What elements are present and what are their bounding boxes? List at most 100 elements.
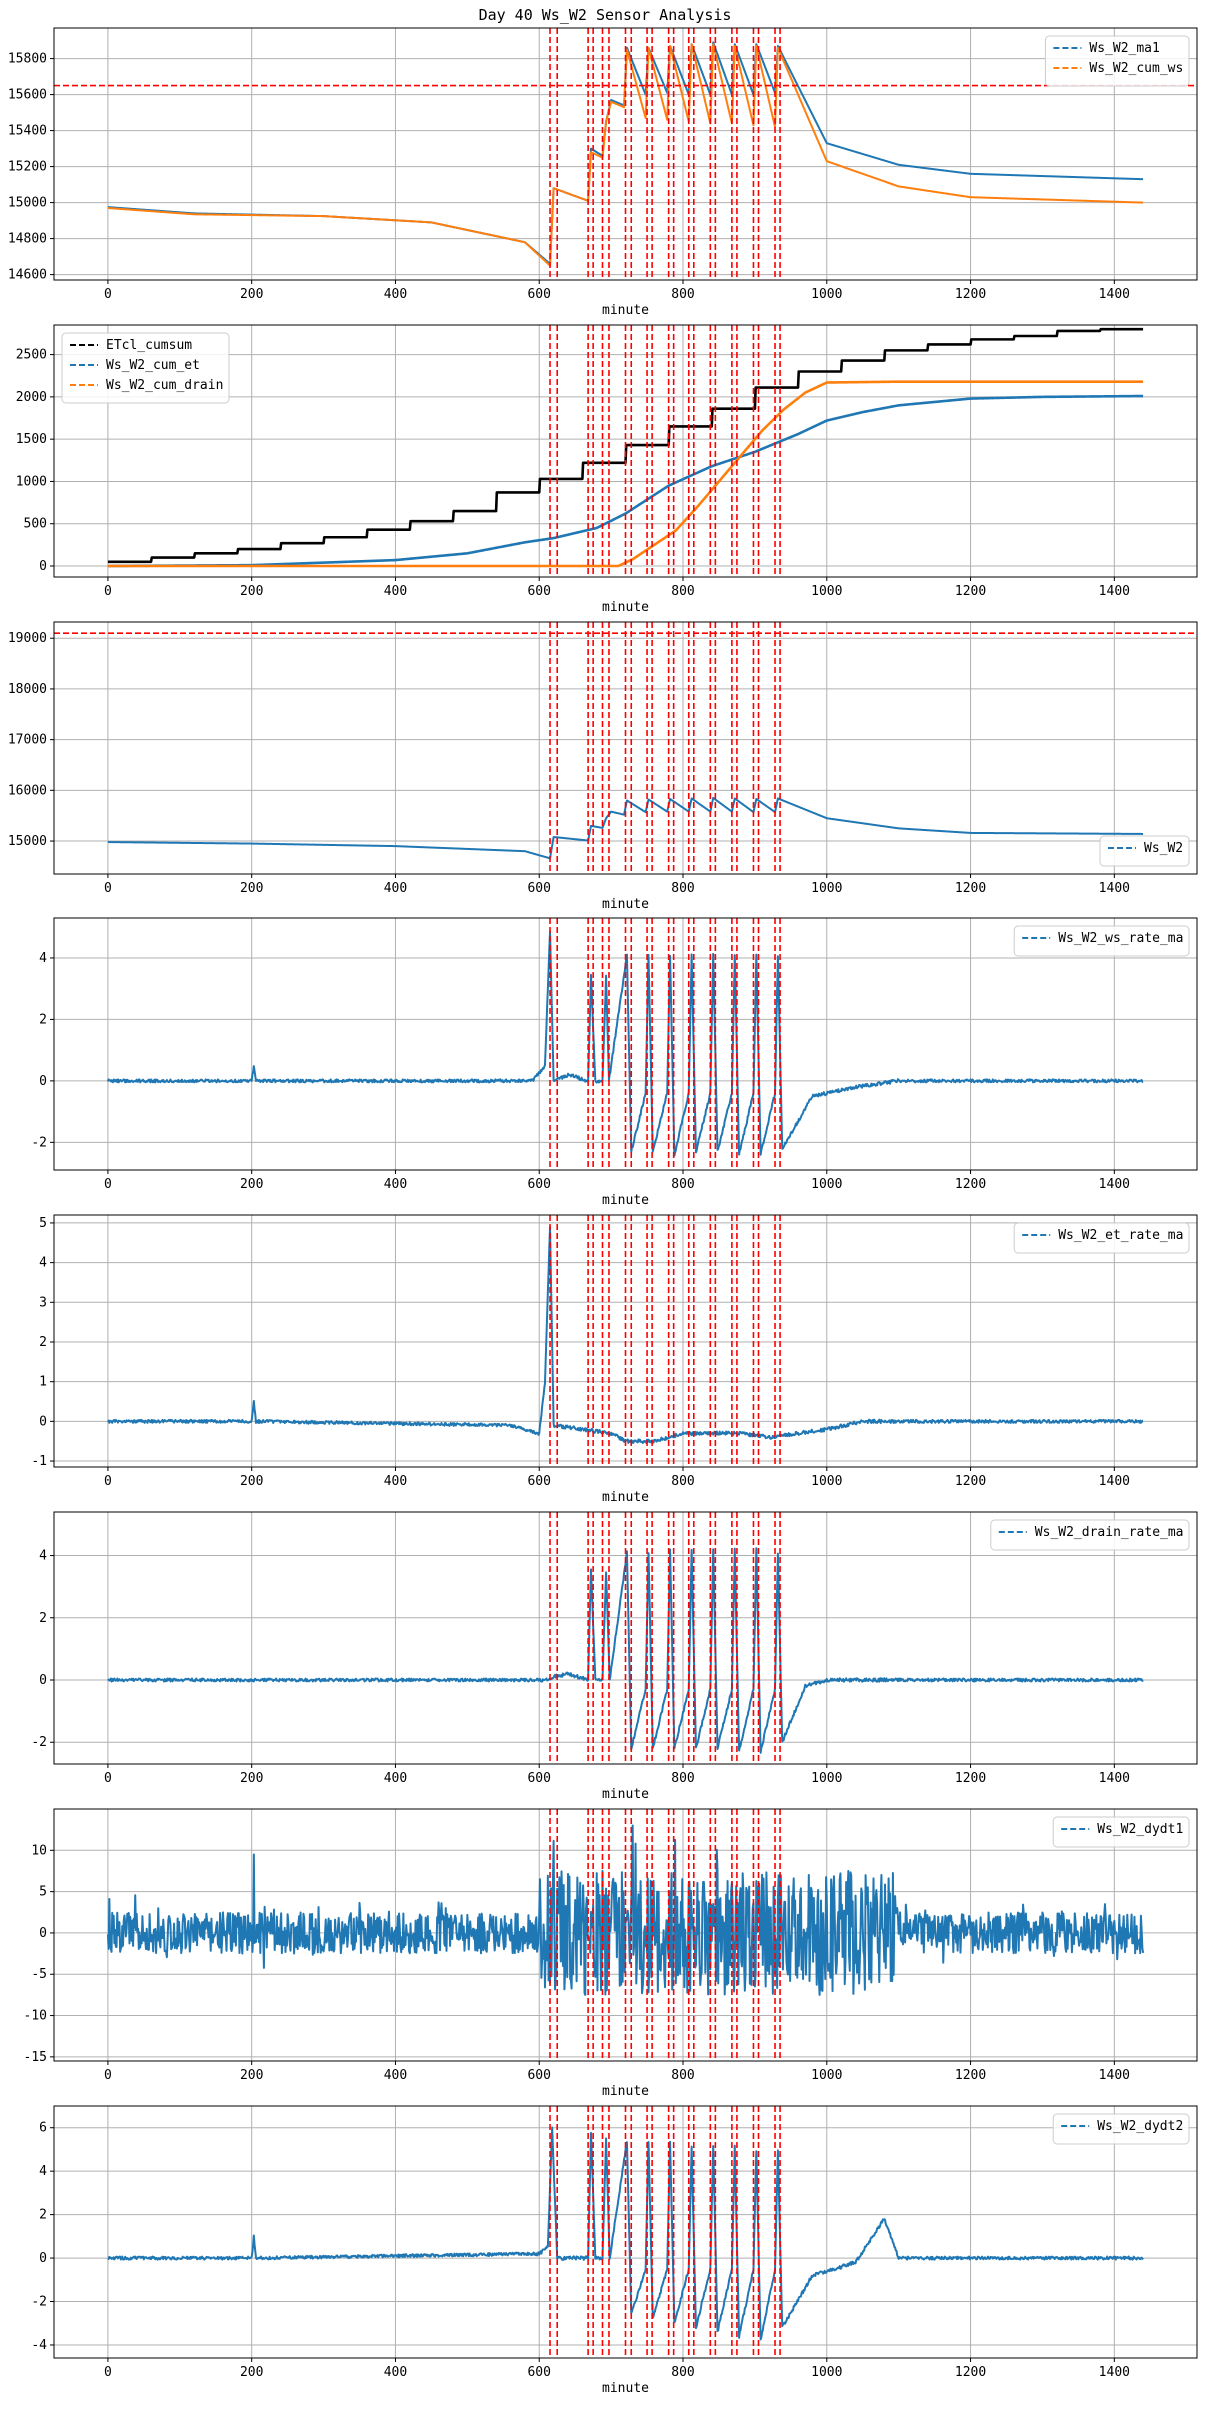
x-tick-label: 1400 (1099, 881, 1130, 896)
y-tick-label: -2 (31, 1135, 47, 1150)
chart-panel-5: 0 200 400 600 800 1000 1200 1400 -1 0 1 2 3 4 5 minute W… (31, 1214, 1198, 1505)
y-tick-label: -4 (31, 2338, 47, 2353)
legend-label: Ws_W2_cum_ws (1089, 61, 1183, 76)
x-tick-label: 200 (240, 1771, 263, 1786)
legend: Ws_W2_dydt1 (1052, 1816, 1190, 1848)
x-axis-label: minute (602, 2084, 649, 2099)
x-tick-label: 0 (104, 1177, 112, 1192)
legend-label: Ws_W2_drain_rate_ma (1035, 1525, 1184, 1540)
axes-frame (53, 1214, 1198, 1468)
y-tick-label: 16000 (8, 783, 47, 798)
x-tick-label: 1000 (811, 584, 842, 599)
y-tick-label: 14800 (8, 232, 47, 247)
x-tick-label: 800 (671, 881, 694, 896)
x-tick-label: 800 (671, 2068, 694, 2083)
legend-box (61, 332, 230, 404)
plot-area (107, 325, 1144, 577)
x-tick-label: 800 (671, 287, 694, 302)
y-tick-label: 19000 (8, 631, 47, 646)
x-tick-label: 1000 (811, 1177, 842, 1192)
x-tick-label: 200 (240, 881, 263, 896)
plot-area (107, 1512, 1144, 1764)
x-tick-label: 800 (671, 1771, 694, 1786)
x-tick-label: 400 (384, 1177, 407, 1192)
x-tick-label: 200 (240, 2365, 263, 2380)
x-tick-label: 1400 (1099, 1771, 1130, 1786)
x-tick-label: 0 (104, 2365, 112, 2380)
y-tick-label: 4 (39, 2164, 47, 2179)
legend-box (1099, 835, 1190, 867)
x-tick-label: 1000 (811, 1474, 842, 1489)
legend-label: Ws_W2_dydt2 (1097, 2119, 1183, 2134)
x-tick-label: 0 (104, 287, 112, 302)
y-tick-label: 17000 (8, 733, 47, 748)
y-tick-label: 2 (39, 1012, 47, 1027)
x-tick-label: 600 (527, 881, 550, 896)
x-axis-label: minute (602, 1193, 649, 1208)
legend-label: Ws_W2_et_rate_ma (1058, 1228, 1183, 1243)
panels: 0 200 400 600 800 1000 1200 1400146001480015000… (8, 27, 1198, 2396)
legend-box (1052, 2113, 1190, 2145)
plot-area (107, 1215, 1144, 1467)
x-tick-label: 0 (104, 584, 112, 599)
y-tick-label: -10 (24, 2009, 47, 2024)
chart-panel-2: 0 200 400 600 800 1000 1200 1400 0 500 1000 1500 200… (16, 324, 1198, 615)
y-tick-label: 2 (39, 1611, 47, 1626)
x-tick-label: 400 (384, 881, 407, 896)
legend-box (1013, 1222, 1190, 1254)
y-tick-label: 6 (39, 2121, 47, 2136)
plot-area (107, 2106, 1144, 2358)
x-tick-label: 800 (671, 1474, 694, 1489)
x-tick-label: 1000 (811, 2365, 842, 2380)
x-tick-label: 400 (384, 2068, 407, 2083)
chart-panel-8: 0 200 400 600 800 1000 1200 1400 -4 -2 0 2 4 6 minute W… (31, 2105, 1198, 2396)
y-tick-label: -2 (31, 1735, 47, 1750)
x-tick-label: 1400 (1099, 1474, 1130, 1489)
x-tick-label: 400 (384, 287, 407, 302)
legend: Ws_W2_ma1 Ws_W2_cum_ws (1044, 35, 1190, 87)
chart-panel-6: 0 200 400 600 800 1000 1200 1400 -2 0 2 4 minute Ws_W… (31, 1511, 1198, 1802)
y-tick-label: 3 (39, 1295, 47, 1310)
legend-label: Ws_W2_dydt1 (1097, 1822, 1183, 1837)
y-tick-label: 2000 (16, 390, 47, 405)
x-tick-label: 600 (527, 287, 550, 302)
legend-label: Ws_W2_cum_et (106, 358, 200, 373)
axes-frame (53, 27, 1198, 281)
axes-frame (53, 324, 1198, 578)
y-tick-label: 0 (39, 1074, 47, 1089)
y-tick-label: 18000 (8, 682, 47, 697)
x-tick-label: 200 (240, 2068, 263, 2083)
chart-panel-3: 0 200 400 600 800 1000 1200 1400 15000 16000 17000… (8, 621, 1198, 912)
y-tick-label: 1500 (16, 432, 47, 447)
x-tick-label: 200 (240, 1474, 263, 1489)
axes-frame (53, 621, 1198, 875)
chart-panel-7: 0 200 400 600 800 1000 1200 1400 -15 -10 -5 0 5 10 min… (24, 1808, 1198, 2099)
x-tick-label: 0 (104, 1474, 112, 1489)
y-tick-label: 0 (39, 1414, 47, 1429)
y-tick-label: 15200 (8, 160, 47, 175)
series-line-Ws_W2_cum_et (107, 394, 1144, 568)
axes-frame (53, 2105, 1198, 2359)
plot-area (106, 918, 1144, 1170)
x-tick-label: 1200 (955, 2365, 986, 2380)
y-tick-label: 5 (39, 1885, 47, 1900)
x-tick-label: 1200 (955, 1177, 986, 1192)
x-tick-label: 600 (527, 2068, 550, 2083)
legend-label: Ws_W2 (1144, 841, 1183, 856)
y-tick-label: 1 (39, 1375, 47, 1390)
y-tick-label: 2 (39, 1335, 47, 1350)
y-tick-label: -15 (24, 2050, 47, 2065)
y-tick-label: 0 (39, 559, 47, 574)
legend: Ws_W2_ws_rate_ma (1013, 925, 1190, 957)
x-tick-label: 800 (671, 584, 694, 599)
figure-title: Day 40 Ws_W2 Sensor Analysis (479, 6, 732, 24)
x-tick-label: 1200 (955, 287, 986, 302)
x-axis-label: minute (602, 2381, 649, 2396)
legend-box (1013, 925, 1190, 957)
x-tick-label: 800 (671, 1177, 694, 1192)
x-tick-label: 1200 (955, 2068, 986, 2083)
x-tick-label: 1000 (811, 881, 842, 896)
y-tick-label: 15000 (8, 196, 47, 211)
